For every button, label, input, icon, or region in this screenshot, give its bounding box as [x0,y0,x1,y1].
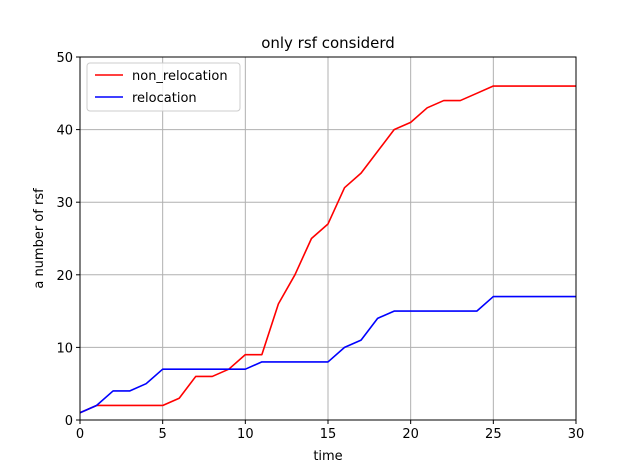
chart-title: only rsf considerd [261,34,395,52]
series-line-relocation [79,295,576,414]
y-tick-label: 30 [56,196,73,211]
x-tick-label: 5 [159,427,167,442]
y-tick-label: 10 [56,341,73,356]
x-axis-label: time [313,449,342,464]
x-tick-label: 20 [402,427,419,442]
x-tick-label: 25 [485,427,502,442]
x-tick-label: 30 [568,427,585,442]
y-axis-label: a number of rsf [32,188,47,289]
legend-label: non_relocation [132,69,228,84]
legend: non_relocation relocation [86,62,241,112]
y-tick-label: 0 [65,414,73,429]
series-line-non-relocation [79,85,576,414]
legend-label: relocation [132,91,197,106]
legend-box [86,62,241,112]
axis-ticks: 0 5 10 15 20 25 30 0 10 20 30 40 50 [56,51,584,442]
x-tick-label: 15 [320,427,337,442]
x-tick-label: 10 [237,427,254,442]
y-tick-label: 40 [56,124,73,139]
x-tick-label: 0 [76,427,84,442]
y-tick-label: 50 [56,51,73,66]
series-layer [79,85,576,414]
y-tick-label: 20 [56,269,73,284]
